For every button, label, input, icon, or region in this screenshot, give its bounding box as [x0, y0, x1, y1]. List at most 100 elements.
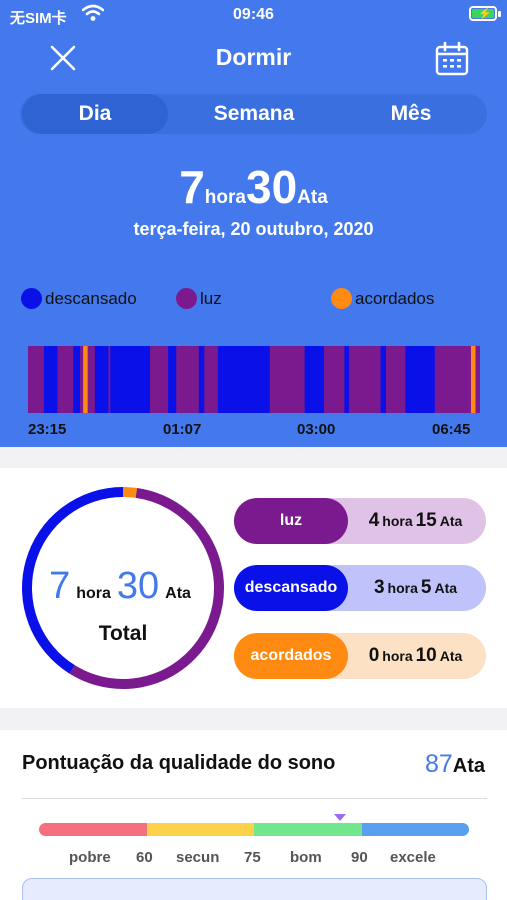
timeline-segment-descansado: [198, 346, 205, 413]
timeline-segment-descansado: [168, 346, 177, 413]
donut-minutes-unit: Ata: [165, 585, 191, 602]
donut-hours-unit: hora: [76, 585, 111, 602]
sleep-header: 无SIM卡 09:46 ⚡ Dormir Dia Semana Mês 7hor…: [0, 0, 507, 447]
quality-band: [146, 823, 254, 836]
timeline-tick: 23:15: [28, 421, 67, 438]
quality-scale-label: excele: [390, 849, 436, 866]
stat-hours-unit: hora: [387, 580, 418, 596]
timeline-segment-luz: [434, 346, 472, 413]
timeline-segment-luz: [385, 346, 406, 413]
timeline-segment-luz: [57, 346, 74, 413]
stat-minutes: 15: [415, 510, 437, 531]
quality-score-unit: Ata: [452, 755, 485, 777]
quality-scale-label: 60: [136, 849, 153, 866]
stat-hours: 0: [368, 645, 380, 666]
timeline-segment-acordados: [470, 346, 476, 413]
sleep-donut-chart: [22, 487, 224, 689]
quality-scale-bar: [39, 823, 469, 836]
stat-hours-unit: hora: [382, 648, 413, 664]
legend-label: descansado: [45, 288, 137, 308]
timeline-segment-acordados: [83, 346, 88, 413]
stat-value: 4 hora 15 Ata: [348, 498, 486, 544]
timeline-segment-luz: [150, 346, 169, 413]
duration-minutes-unit: Ata: [297, 187, 328, 208]
sleep-duration: 7hora30Ata: [0, 160, 507, 214]
donut-minutes: 30: [116, 565, 160, 607]
donut-duration: 7 hora 30 Ata: [20, 565, 226, 608]
legend-descansado: descansado: [21, 288, 137, 310]
carrier-label: 无SIM卡: [10, 10, 67, 27]
sleep-quality-card: [0, 730, 507, 900]
timeline-segment-descansado: [110, 346, 151, 413]
legend-label: luz: [200, 288, 222, 308]
clock: 09:46: [233, 6, 274, 23]
stat-label: luz: [234, 498, 348, 544]
quality-band: [39, 823, 147, 836]
timeline-segment-descansado: [94, 346, 109, 413]
timeline-segment-descansado: [43, 346, 58, 413]
close-icon[interactable]: [45, 40, 81, 76]
quality-score-value: 87: [424, 750, 453, 778]
tab-day[interactable]: Dia: [22, 94, 168, 134]
stat-label: descansado: [234, 565, 348, 611]
quality-scale-label: bom: [290, 849, 322, 866]
stat-minutes: 10: [415, 645, 437, 666]
stat-minutes-unit: Ata: [439, 648, 463, 664]
donut-segment-acordados: [122, 487, 138, 498]
stat-luz: luz 4 hora 15 Ata: [234, 498, 486, 544]
status-bar: 无SIM卡 09:46 ⚡: [0, 0, 507, 30]
battery-tip: [498, 11, 501, 17]
timeline-segment-luz: [475, 346, 480, 413]
timeline-segment-descansado: [73, 346, 81, 413]
timeline-segment-luz: [108, 346, 111, 413]
wifi-icon: [82, 4, 104, 21]
timeline-tick: 01:07: [163, 421, 202, 438]
page-title: Dormir: [215, 44, 292, 70]
donut-hours: 7: [49, 565, 71, 607]
timeline-segment-luz: [176, 346, 200, 413]
timeline-segment-descansado: [405, 346, 436, 413]
timeline-segment-luz: [87, 346, 96, 413]
divider: [22, 798, 487, 799]
tab-month[interactable]: Mês: [390, 102, 432, 125]
timeline-tick: 03:00: [297, 421, 336, 438]
timeline-segment-luz: [79, 346, 84, 413]
legend-acordados: acordados: [331, 288, 434, 310]
stat-hours-unit: hora: [382, 513, 413, 529]
legend-label: acordados: [355, 288, 435, 308]
quality-score: 87Ata: [425, 750, 485, 779]
donut-total-label: Total: [98, 622, 148, 645]
timeline-segment-luz: [269, 346, 305, 413]
timeline-segment-descansado: [304, 346, 325, 413]
quality-info-box: [22, 878, 487, 900]
donut-segment-descansado: [22, 487, 124, 674]
duration-hours: 7: [179, 161, 205, 213]
legend-dot: [331, 288, 352, 309]
stat-acordados: acordados 0 hora 10 Ata: [234, 633, 486, 679]
legend-luz: luz: [176, 288, 222, 310]
timeline-segment-luz: [28, 346, 45, 413]
stat-label: acordados: [234, 633, 348, 679]
tab-week[interactable]: Semana: [213, 102, 295, 125]
quality-band: [361, 823, 469, 836]
quality-scale-label: 90: [351, 849, 368, 866]
calendar-icon[interactable]: [433, 40, 471, 78]
stat-minutes-unit: Ata: [439, 513, 463, 529]
timeline-tick: 06:45: [432, 421, 471, 438]
stat-hours: 3: [373, 577, 385, 598]
quality-score-marker: [334, 814, 346, 821]
sleep-timeline: [28, 346, 480, 413]
stat-descansado: descansado 3 hora 5 Ata: [234, 565, 486, 611]
quality-title: Pontuação da qualidade do sono: [22, 752, 336, 774]
quality-band: [254, 823, 362, 836]
duration-hours-unit: hora: [204, 187, 246, 208]
stat-minutes: 5: [420, 577, 432, 598]
timeline-segment-descansado: [380, 346, 387, 413]
donut-segment-luz: [69, 487, 224, 689]
battery-icon: ⚡: [469, 6, 497, 21]
period-tabs: Dia Semana Mês: [20, 94, 487, 134]
timeline-segment-luz: [348, 346, 381, 413]
legend-dot: [21, 288, 42, 309]
duration-minutes: 30: [245, 161, 298, 213]
timeline-segment-descansado: [217, 346, 271, 413]
